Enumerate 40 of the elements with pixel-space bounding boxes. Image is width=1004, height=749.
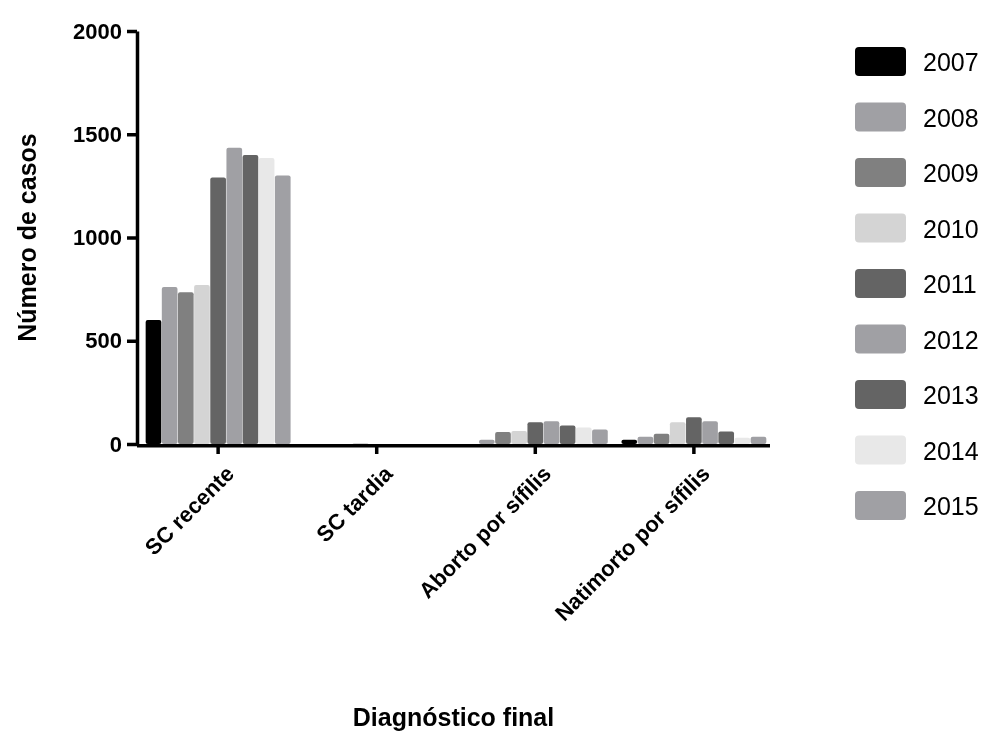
bar [495,432,511,444]
legend-label: 2007 [923,48,979,76]
legend-label: 2011 [923,270,977,298]
bar [478,439,495,444]
bar [718,431,735,444]
legend-label: 2010 [923,214,979,243]
bar [669,422,686,444]
legend-label: 2013 [923,381,979,409]
bar [592,429,608,444]
legend-label: 2009 [923,159,979,187]
bar [274,175,291,444]
bar [559,425,576,444]
legend-label: 2015 [923,492,979,520]
bar [258,158,275,444]
bar [637,436,654,444]
bar [702,421,718,444]
bar [226,147,243,444]
legend-label: 2012 [923,325,979,354]
bar [511,430,527,444]
bar [734,437,751,444]
bar [543,421,560,444]
y-tick-label: 2000 [73,18,122,44]
bar [194,285,210,444]
y-tick-label: 0 [109,431,122,457]
legend-label: 2014 [923,436,979,465]
bar [242,154,259,444]
bar [210,177,226,444]
x-axis-title: Diagnóstico final [352,703,555,731]
legend-label: 2008 [923,103,979,132]
bar [177,292,194,444]
bar [575,427,592,444]
y-tick-label: 500 [85,328,122,354]
bar [161,287,178,444]
bar [527,422,544,444]
y-tick-label: 1000 [73,225,122,251]
y-axis-title: Número de casos [13,133,41,342]
bar [686,417,702,444]
y-tick-label: 1500 [73,121,122,147]
bar [750,436,767,444]
bar [653,433,670,444]
